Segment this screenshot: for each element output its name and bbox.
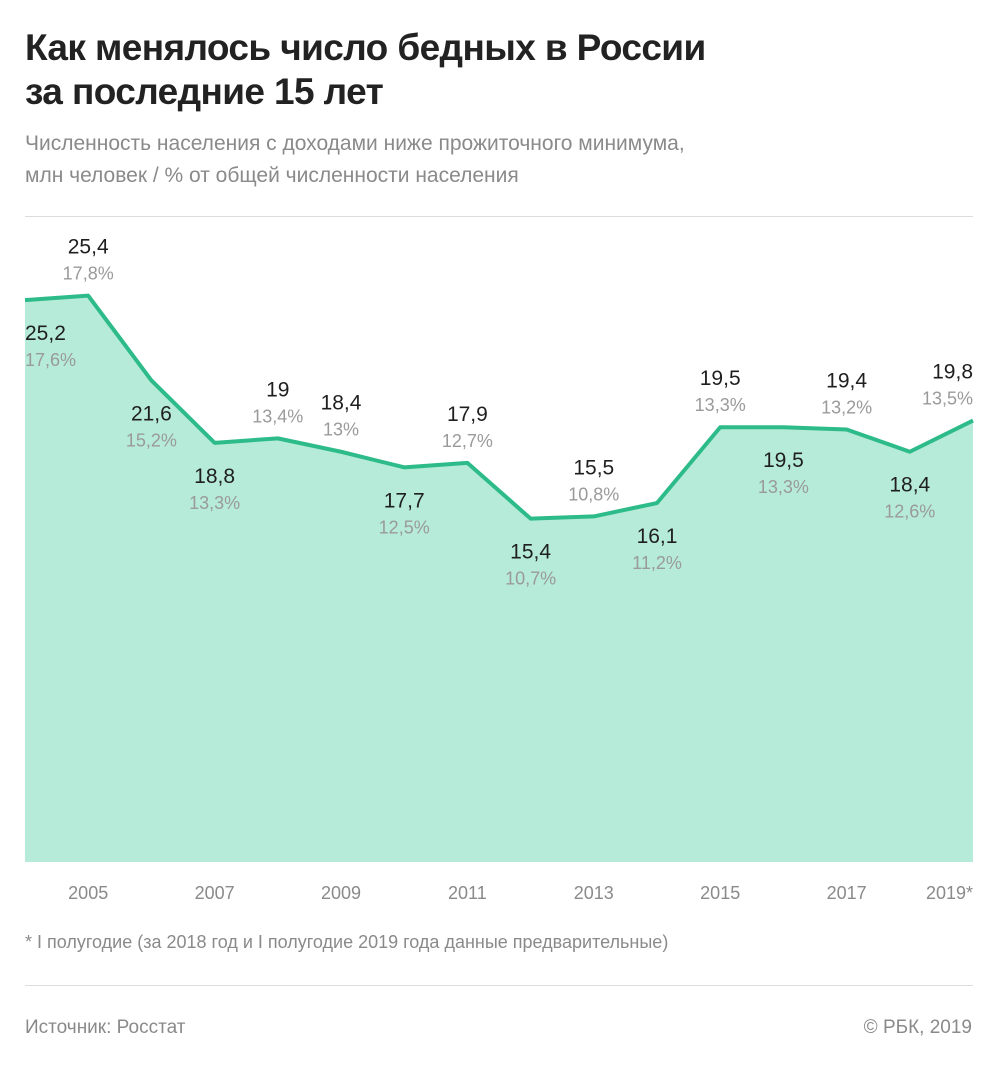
title-line-2: за последние 15 лет (25, 71, 384, 112)
value-label-2008: 19 (266, 378, 289, 401)
percent-label-2015: 13,3% (695, 395, 746, 415)
x-tick-2009: 2009 (321, 883, 361, 903)
value-label-2006: 21,6 (131, 402, 172, 425)
copyright: © РБК, 2019 (863, 1017, 972, 1038)
percent-label-2011: 12,7% (442, 431, 493, 451)
value-label-2018: 18,4 (889, 474, 930, 497)
area-chart: 25,2 17,6% 25,4 17,8% 21,6 15,2% 18,8 13,3% 19 13… (24, 236, 974, 903)
value-label-2007: 18,8 (194, 465, 235, 488)
bottom-divider (25, 985, 973, 986)
percent-label-2016: 13,3% (758, 477, 809, 497)
value-label-2010: 17,7 (384, 489, 425, 512)
x-tick-2019: 2019* (926, 883, 973, 903)
x-tick-2011: 2011 (448, 883, 487, 903)
value-label-2019*: 19,8 (932, 361, 973, 384)
percent-label-2005: 17,8% (63, 264, 114, 284)
percent-label-2010: 12,5% (379, 517, 430, 537)
value-label-2004: 25,2 (25, 322, 66, 345)
area-fill (25, 295, 973, 862)
x-tick-2015: 2015 (700, 883, 740, 903)
percent-label-2012: 10,7% (505, 569, 556, 589)
percent-label-2007: 13,3% (189, 493, 240, 513)
x-tick-2007: 2007 (195, 883, 235, 903)
value-label-2011: 17,9 (447, 403, 488, 426)
percent-label-2013: 10,8% (568, 484, 619, 504)
percent-label-2018: 12,6% (884, 502, 935, 522)
series-line (24, 293, 974, 521)
subtitle-line-1: Численность населения с доходами ниже пр… (25, 132, 685, 155)
value-label-2013: 15,5 (573, 456, 614, 479)
value-label-2012: 15,4 (510, 541, 551, 564)
title-line-1: Как менялось число бедных в России (25, 27, 706, 68)
percent-label-2014: 11,2% (632, 553, 682, 573)
percent-label-2004: 17,6% (25, 350, 76, 370)
percent-label-2019*: 13,5% (922, 389, 973, 409)
value-label-2009: 18,4 (321, 392, 362, 415)
source-note: Источник: Росстат (25, 1017, 186, 1038)
x-tick-2005: 2005 (68, 883, 108, 903)
value-label-2017: 19,4 (826, 369, 867, 392)
value-label-2016: 19,5 (763, 449, 804, 472)
x-tick-2013: 2013 (574, 883, 614, 903)
chart-subtitle: Численность населения с доходами ниже пр… (25, 128, 965, 192)
top-divider (25, 216, 973, 217)
percent-label-2009: 13% (323, 420, 359, 440)
value-label-2005: 25,4 (68, 236, 109, 259)
value-label-2015: 19,5 (700, 367, 741, 390)
x-tick-2017: 2017 (827, 883, 867, 903)
percent-label-2006: 15,2% (126, 430, 177, 450)
value-label-2014: 16,1 (637, 525, 678, 548)
chart-title: Как менялось число бедных в России за по… (25, 26, 965, 114)
footnote: * I полугодие (за 2018 год и I полугодие… (25, 932, 669, 952)
subtitle-line-2: млн человек / % от общей численности нас… (25, 164, 519, 187)
percent-label-2008: 13,4% (252, 406, 303, 426)
percent-label-2017: 13,2% (821, 397, 872, 417)
